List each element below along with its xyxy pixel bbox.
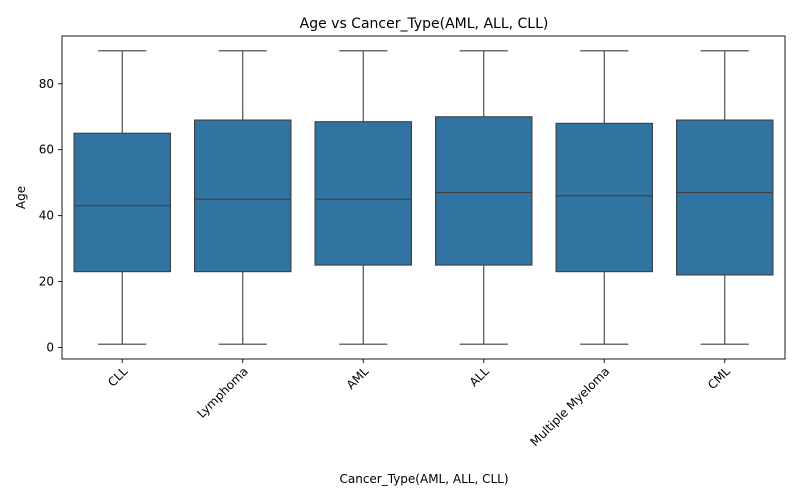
box-iqr (194, 119, 292, 273)
box-iqr (675, 119, 774, 276)
box-iqr (434, 116, 533, 266)
y-axis-label: Age (14, 186, 28, 209)
x-tick-label: CLL (105, 364, 131, 390)
chart-title: Age vs Cancer_Type(AML, ALL, CLL) (300, 16, 549, 32)
y-axis-ticks: 0 20 40 60 80 (39, 77, 62, 354)
plot-frame (61, 35, 786, 360)
x-tick-label: Multiple Myeloma (527, 364, 612, 449)
box-iqr (314, 121, 412, 266)
y-tick-label: 60 (39, 143, 54, 157)
y-tick-label: 40 (39, 209, 54, 223)
x-tick-label: AML (344, 364, 372, 392)
plot-area (73, 50, 774, 345)
x-tick-label: CML (705, 364, 733, 392)
x-axis-label: Cancer_Type(AML, ALL, CLL) (339, 472, 508, 486)
box-all (434, 50, 533, 345)
box-cll (73, 50, 172, 345)
y-tick-label: 80 (39, 77, 54, 91)
x-tick-label: ALL (467, 364, 492, 389)
box-cml (675, 50, 774, 345)
box-multiple-myeloma (555, 50, 653, 345)
box-iqr (73, 132, 172, 273)
box-aml (314, 50, 412, 345)
box-lymphoma (194, 50, 292, 345)
x-axis-ticks: CLL Lymphoma AML ALL Multiple Myeloma CML (105, 359, 733, 449)
y-tick-label: 20 (39, 275, 54, 289)
x-tick-label: Lymphoma (194, 364, 251, 421)
box-iqr (555, 122, 653, 273)
y-tick-label: 0 (46, 340, 54, 354)
